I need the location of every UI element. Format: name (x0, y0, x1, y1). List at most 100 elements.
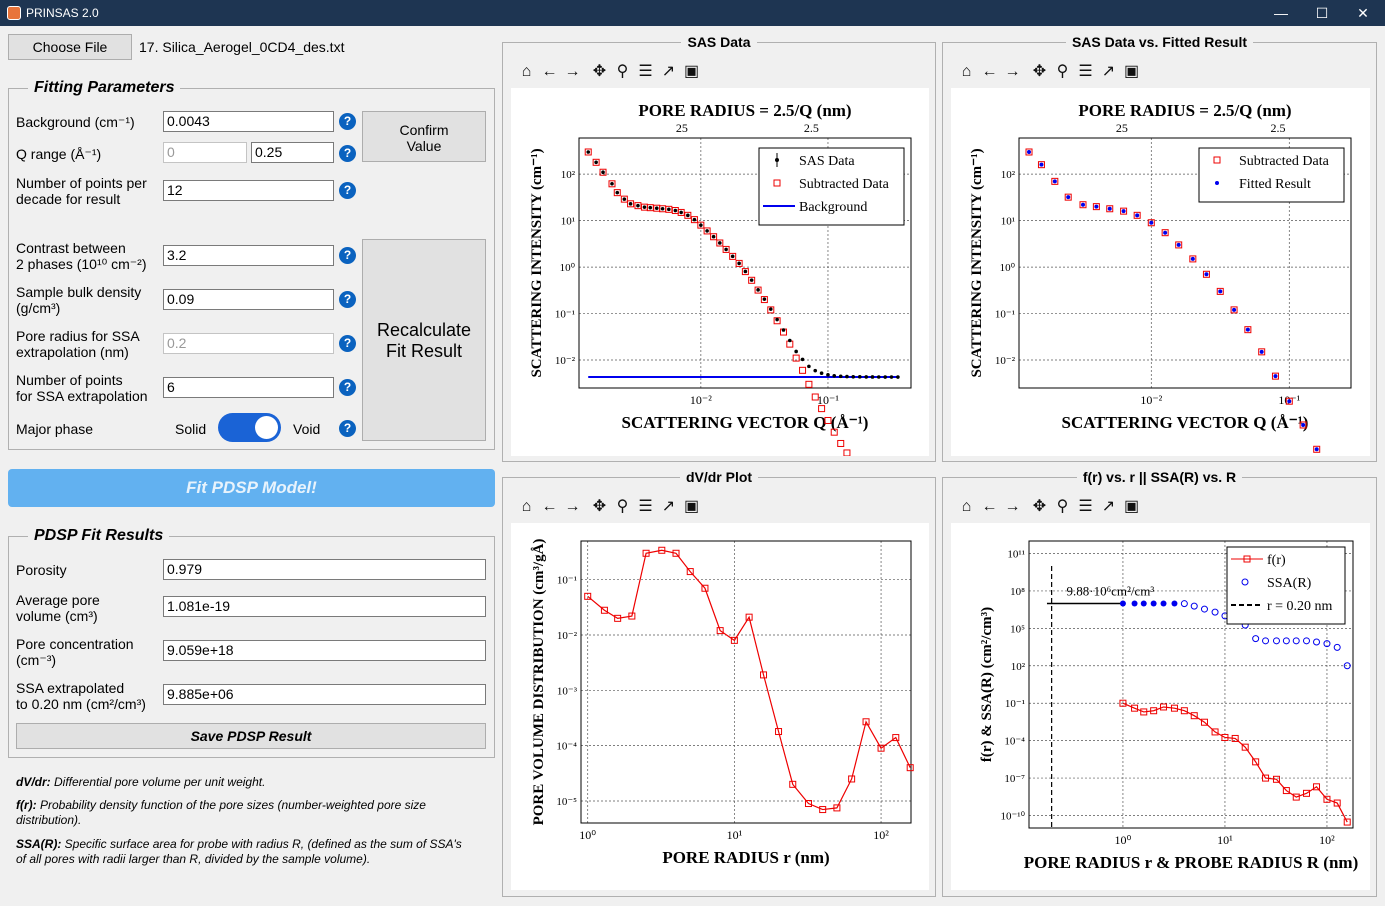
forward-arrow-icon[interactable]: → (1004, 63, 1021, 80)
pan-icon[interactable]: ✥ (1032, 498, 1047, 515)
zoom-icon[interactable]: ⚲ (616, 63, 629, 80)
recalculate-button[interactable]: Recalculate Fit Result (362, 239, 486, 441)
y-tick-label: 10⁻¹ (995, 309, 1015, 321)
edit-axis-icon[interactable]: ↗ (1101, 498, 1116, 515)
phase-toggle[interactable] (218, 413, 281, 442)
avg-pore-volume-field[interactable]: 1.081e-19 (163, 596, 486, 617)
fr-point (1313, 783, 1321, 791)
save-icon[interactable]: ▣ (1123, 498, 1140, 515)
subtracted-point (1202, 270, 1210, 278)
pan-icon[interactable]: ✥ (592, 63, 607, 80)
help-icon[interactable]: ? (339, 291, 356, 308)
legend-marker (1215, 181, 1219, 185)
configure-icon[interactable]: ☰ (1078, 498, 1093, 515)
help-icon[interactable]: ? (339, 379, 356, 396)
q-min-input[interactable]: 0 (163, 142, 247, 163)
sas-point (781, 328, 786, 332)
confirm-value-button[interactable]: Confirm Value (362, 111, 486, 162)
background-input[interactable]: 0.0043 (163, 111, 334, 132)
edit-axis-icon[interactable]: ↗ (661, 498, 676, 515)
forward-arrow-icon[interactable]: → (1004, 498, 1021, 515)
help-icon[interactable]: ? (339, 335, 356, 352)
help-icon[interactable]: ? (339, 145, 356, 162)
bulk-density-input[interactable]: 0.09 (163, 289, 334, 310)
maximize-icon[interactable]: ☐ (1315, 5, 1329, 21)
subtracted-point (1051, 177, 1059, 185)
home-icon[interactable]: ⌂ (961, 63, 972, 80)
minimize-icon[interactable]: — (1274, 5, 1288, 21)
back-arrow-icon[interactable]: ← (981, 498, 998, 515)
fit-pdsp-button[interactable]: Fit PDSP Model! (8, 469, 495, 507)
zoom-icon[interactable]: ⚲ (1056, 498, 1069, 515)
save-result-button[interactable]: Save PDSP Result (16, 723, 486, 749)
contrast-input[interactable]: 3.2 (163, 245, 334, 266)
help-icon[interactable]: ? (339, 247, 356, 264)
subtracted-point (697, 221, 705, 229)
y-axis-label: SCATTERING INTENSITY (cm⁻¹) (969, 148, 985, 377)
help-icon[interactable]: ? (339, 420, 356, 437)
help-icon[interactable]: ? (339, 182, 356, 199)
configure-icon[interactable]: ☰ (638, 498, 653, 515)
subtracted-point (1106, 205, 1114, 213)
save-icon[interactable]: ▣ (683, 63, 700, 80)
pan-icon[interactable]: ✥ (1032, 63, 1047, 80)
zoom-icon[interactable]: ⚲ (1056, 63, 1069, 80)
y-tick-label: 10⁻⁷ (1004, 773, 1025, 785)
sas-point (737, 261, 741, 266)
home-icon[interactable]: ⌂ (521, 498, 532, 515)
choose-file-button[interactable]: Choose File (8, 34, 132, 60)
porosity-label: Porosity (16, 562, 67, 578)
subtracted-point (1285, 397, 1293, 405)
save-icon[interactable]: ▣ (683, 498, 700, 515)
app-icon (7, 6, 21, 20)
fr-point (1282, 787, 1290, 795)
subtracted-point (584, 148, 592, 156)
configure-icon[interactable]: ☰ (638, 63, 653, 80)
title-bar: PRINSAS 2.0 — ☐ ✕ (0, 0, 1385, 26)
subtracted-point (1079, 201, 1087, 209)
legend-marker (775, 158, 779, 162)
dvdr-plot[interactable]: 10⁰ 10¹ 10² 10⁻⁵ 10⁻⁴ 10⁻³ 10⁻² 10⁻¹ PORE RADIUS… (511, 523, 929, 890)
top-tick-label: 2.5 (1270, 121, 1285, 135)
ssa-points-input[interactable]: 6 (163, 377, 334, 398)
forward-arrow-icon[interactable]: → (564, 63, 581, 80)
sas-point (851, 374, 856, 379)
close-icon[interactable]: ✕ (1357, 5, 1369, 21)
edit-axis-icon[interactable]: ↗ (661, 63, 676, 80)
dvdr-point (804, 800, 812, 808)
edit-axis-icon[interactable]: ↗ (1101, 63, 1116, 80)
ssa-extrapolated-field[interactable]: 9.885e+06 (163, 684, 486, 705)
points-per-decade-input[interactable]: 12 (163, 180, 334, 201)
zoom-icon[interactable]: ⚲ (616, 498, 629, 515)
back-arrow-icon[interactable]: ← (541, 498, 558, 515)
subtracted-point (627, 200, 635, 208)
save-icon[interactable]: ▣ (1123, 63, 1140, 80)
fr-ssa-plot[interactable]: 10⁰ 10¹ 10² 10⁻¹⁰ 10⁻⁷ 10⁻⁴ 10⁻¹ 10² 10⁵ 10⁸ 10¹¹ P… (951, 523, 1370, 890)
q-max-input[interactable]: 0.25 (251, 142, 334, 163)
pore-radius-input[interactable]: 0.2 (163, 333, 334, 354)
back-arrow-icon[interactable]: ← (981, 63, 998, 80)
y-tick-label: 10⁻¹ (557, 575, 577, 587)
fr-point (1211, 728, 1219, 736)
sas-point (775, 317, 779, 322)
porosity-field[interactable]: 0.979 (163, 559, 486, 580)
fitted-point (1149, 220, 1154, 225)
pan-icon[interactable]: ✥ (592, 498, 607, 515)
pore-concentration-field[interactable]: 9.059e+18 (163, 640, 486, 661)
forward-arrow-icon[interactable]: → (564, 498, 581, 515)
sas-data-plot[interactable]: 10⁻² 10⁻¹ 10⁻² 10⁻¹ 10⁰ 10¹ 10² SCATTERING VECT… (511, 88, 929, 456)
dvdr-point (658, 546, 666, 554)
help-icon[interactable]: ? (339, 113, 356, 130)
fitted-point (1052, 179, 1057, 184)
configure-icon[interactable]: ☰ (1078, 63, 1093, 80)
fr-point (1241, 743, 1249, 751)
home-icon[interactable]: ⌂ (521, 63, 532, 80)
back-arrow-icon[interactable]: ← (541, 63, 558, 80)
ssa-point (1131, 600, 1138, 607)
x-tick-label: 10⁰ (1115, 833, 1132, 847)
solid-label: Solid (175, 421, 207, 437)
sas-point (692, 217, 697, 222)
toggle-knob (255, 416, 278, 439)
home-icon[interactable]: ⌂ (961, 498, 972, 515)
